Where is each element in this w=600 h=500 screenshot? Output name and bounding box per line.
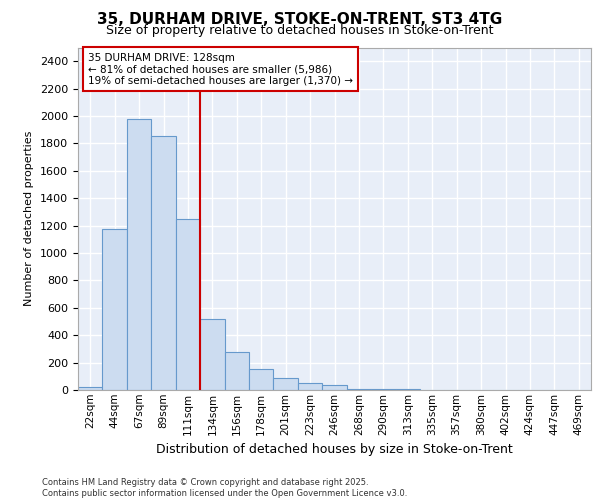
Text: Size of property relative to detached houses in Stoke-on-Trent: Size of property relative to detached ho… <box>106 24 494 37</box>
Bar <box>103 229 127 390</box>
Text: 35, DURHAM DRIVE, STOKE-ON-TRENT, ST3 4TG: 35, DURHAM DRIVE, STOKE-ON-TRENT, ST3 4T… <box>97 12 503 28</box>
Bar <box>371 388 395 390</box>
Bar <box>176 220 200 390</box>
Bar <box>78 386 103 390</box>
Text: 35 DURHAM DRIVE: 128sqm
← 81% of detached houses are smaller (5,986)
19% of semi: 35 DURHAM DRIVE: 128sqm ← 81% of detache… <box>88 52 353 86</box>
Bar <box>224 352 249 390</box>
Y-axis label: Number of detached properties: Number of detached properties <box>25 131 34 306</box>
Bar <box>322 384 347 390</box>
Bar <box>298 384 322 390</box>
X-axis label: Distribution of detached houses by size in Stoke-on-Trent: Distribution of detached houses by size … <box>156 443 513 456</box>
Bar <box>127 120 151 390</box>
Bar <box>347 388 371 390</box>
Bar <box>274 378 298 390</box>
Bar <box>200 319 224 390</box>
Bar <box>249 369 274 390</box>
Text: Contains HM Land Registry data © Crown copyright and database right 2025.
Contai: Contains HM Land Registry data © Crown c… <box>42 478 407 498</box>
Bar <box>151 136 176 390</box>
